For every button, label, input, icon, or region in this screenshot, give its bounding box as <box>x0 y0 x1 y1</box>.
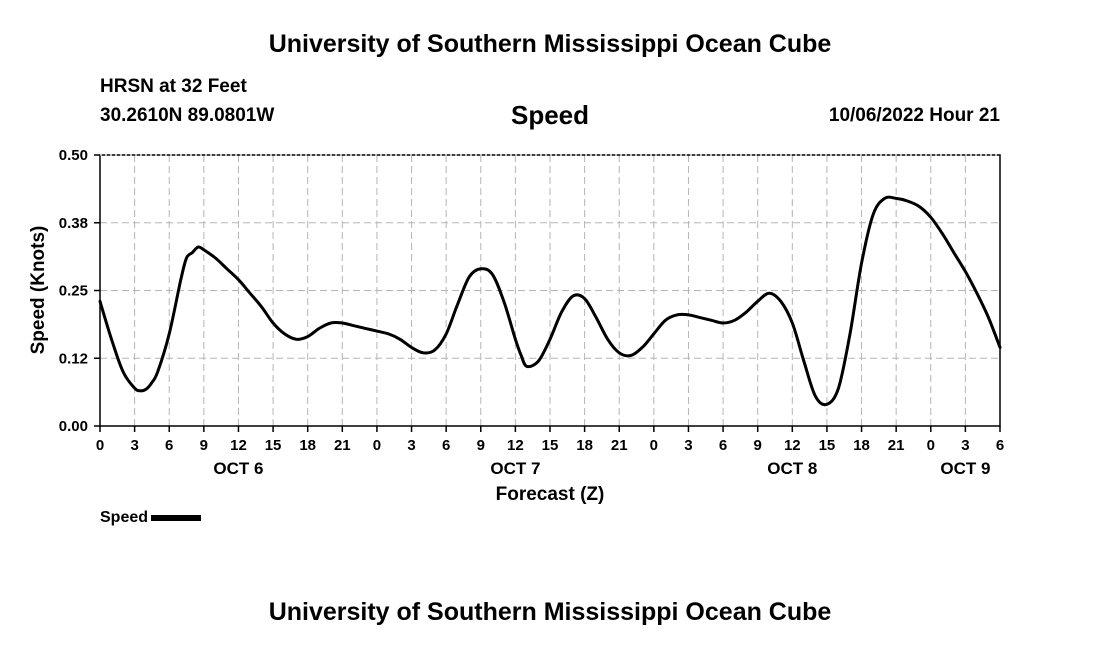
y-tick-label: 0.25 <box>59 283 88 300</box>
x-tick-label: 6 <box>996 437 1004 454</box>
x-tick-label: 12 <box>230 437 247 454</box>
x-tick-label: 6 <box>442 437 450 454</box>
x-tick-label: 15 <box>542 437 559 454</box>
x-tick-label: 3 <box>407 437 415 454</box>
speed-series-line <box>98 195 1002 407</box>
y-tick-label: 0.38 <box>59 215 88 232</box>
x-tick-label: 3 <box>130 437 138 454</box>
x-tick-label: 0 <box>927 437 935 454</box>
datetime-label: 10/06/2022 Hour 21 <box>828 105 1000 126</box>
chart-title: Speed <box>510 100 590 130</box>
x-tick-label: 18 <box>299 437 316 454</box>
x-tick-label: 0 <box>373 437 381 454</box>
y-tick-label: 0.00 <box>59 418 88 435</box>
legend-swatch <box>151 515 202 521</box>
x-tick-label: 9 <box>754 437 762 454</box>
x-tick-label: 0 <box>96 437 104 454</box>
x-tick-label: 15 <box>265 437 282 454</box>
x-tick-label: 12 <box>507 437 524 454</box>
legend: Speed <box>100 509 202 527</box>
date-label: OCT 8 <box>767 459 817 478</box>
x-tick-label: 18 <box>576 437 593 454</box>
station-label: HRSN at 32 Feet <box>100 76 247 97</box>
x-tick-label: 0 <box>650 437 658 454</box>
x-tick-label: 3 <box>961 437 969 454</box>
x-tick-label: 21 <box>611 437 628 454</box>
speed-chart: 0 3 6 9 12 15 18 21 0 3 6 9 12 15 18 21 0 3 6 9 12 15 18 21 0 3 6 0… <box>28 147 1004 505</box>
coordinates-label: 30.2610N 89.0801W <box>100 105 275 126</box>
x-tick-label: 12 <box>784 437 801 454</box>
x-tick-label: 3 <box>684 437 692 454</box>
x-axis-label: Forecast (Z) <box>496 484 605 505</box>
date-label: OCT 9 <box>940 459 990 478</box>
footer-title: University of Southern Mississippi Ocean… <box>268 598 832 626</box>
page-title: University of Southern Mississippi Ocean… <box>268 30 832 58</box>
axis-layer: 0 3 6 9 12 15 18 21 0 3 6 9 12 15 18 21 0 3 6 9 12 15 18 21 0 3 6 0… <box>59 147 1004 478</box>
y-tick-label: 0.12 <box>59 350 88 367</box>
x-tick-label: 18 <box>853 437 870 454</box>
x-tick-label: 9 <box>200 437 208 454</box>
x-tick-label: 9 <box>477 437 485 454</box>
y-axis-label: Speed (Knots) <box>28 226 49 355</box>
x-tick-label: 15 <box>819 437 836 454</box>
date-label: OCT 6 <box>213 459 263 478</box>
x-tick-label: 6 <box>719 437 727 454</box>
x-tick-label: 21 <box>334 437 351 454</box>
legend-label: Speed <box>100 509 149 526</box>
grid-layer <box>100 155 1000 426</box>
x-tick-label: 21 <box>888 437 905 454</box>
y-tick-label: 0.50 <box>59 147 88 164</box>
x-tick-label: 6 <box>165 437 173 454</box>
date-label: OCT 7 <box>490 459 540 478</box>
